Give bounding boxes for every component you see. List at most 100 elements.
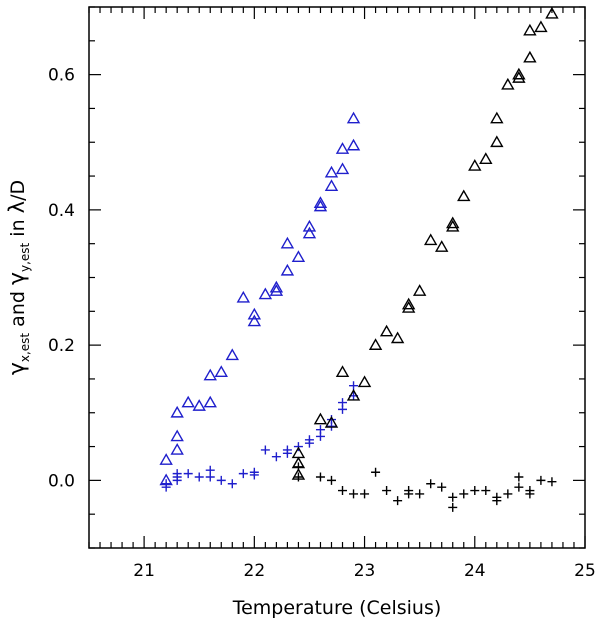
blue-triangles-point [225, 348, 239, 361]
black-crosses-point [349, 489, 359, 499]
blue-triangles-point [170, 443, 184, 455]
black-triangles-point [479, 152, 493, 164]
blue-crosses-point [315, 431, 325, 441]
black-crosses-point [547, 477, 557, 487]
blue-crosses-point [227, 479, 237, 489]
blue-triangles-point [247, 307, 262, 320]
blue-triangles-point [170, 429, 184, 442]
black-triangles-point [313, 412, 328, 425]
blue-triangles-point [313, 196, 328, 208]
black-crosses-point [426, 479, 436, 489]
blue-triangles-point [313, 199, 328, 212]
blue-triangles-point [269, 284, 284, 296]
black-crosses-point [382, 486, 392, 496]
blue-triangles-point [159, 453, 173, 465]
plot-frame [88, 6, 586, 549]
blue-crosses-point [271, 452, 281, 462]
black-triangles-point [490, 111, 504, 124]
black-crosses-point [326, 475, 336, 485]
blue-triangles-point [280, 263, 295, 276]
black-triangles-point [523, 23, 537, 36]
blue-crosses-point [304, 435, 314, 445]
black-crosses-point [448, 502, 458, 512]
black-crosses-point [293, 462, 303, 472]
blue-triangles-point [346, 111, 361, 124]
blue-triangles-point [280, 236, 295, 249]
black-crosses-point [338, 486, 348, 496]
blue-triangles-point [324, 179, 339, 192]
plot-area [88, 6, 586, 549]
data-markers [159, 6, 559, 512]
blue-crosses-point [205, 472, 215, 482]
x-tick-label: 23 [354, 561, 376, 581]
black-crosses-point [492, 496, 502, 506]
blue-crosses-point [238, 469, 248, 479]
black-crosses-point [514, 482, 524, 492]
blue-crosses-point [326, 421, 336, 431]
black-triangles-point [446, 219, 460, 232]
black-crosses-point [360, 489, 370, 499]
black-crosses-point [525, 489, 535, 499]
blue-triangles-point [203, 395, 217, 408]
x-axis-label: Temperature (Celsius) [232, 597, 442, 619]
blue-crosses-point [172, 472, 182, 482]
y-label-sub-2: y,est [18, 242, 32, 272]
blue-crosses-point [194, 472, 204, 482]
black-triangles-point [435, 240, 449, 252]
black-crosses-point [536, 475, 546, 485]
x-tick-label: 24 [464, 561, 486, 581]
blue-crosses-point [260, 445, 270, 455]
y-label-in: in [7, 213, 29, 242]
blue-triangles-point [335, 162, 350, 175]
y-tick-label: 0.4 [48, 201, 75, 221]
black-crosses-point [481, 486, 491, 496]
y-tick-label: 0.6 [48, 66, 75, 86]
axis-ticks [88, 6, 586, 549]
blue-triangles-point [269, 280, 284, 293]
series-black-crosses [293, 462, 557, 512]
black-triangles-point [401, 301, 416, 313]
blue-triangles-point [247, 314, 262, 327]
y-label-d: /D [7, 180, 29, 201]
black-crosses-point [293, 472, 303, 482]
black-triangles-point [545, 6, 559, 19]
blue-crosses-point [249, 470, 259, 480]
black-crosses-point [448, 492, 458, 502]
black-triangles-point [512, 71, 526, 83]
y-label-lambda: λ [5, 201, 29, 213]
blue-crosses-point [183, 469, 193, 479]
black-triangles-point [357, 375, 372, 388]
black-triangles-point [512, 67, 526, 80]
blue-triangles-point [291, 250, 306, 263]
tick-labels: 21 22 23 24 25 0.0 0.2 0.4 0.6 [48, 66, 596, 581]
blue-triangles-point [335, 142, 350, 154]
black-crosses-point [393, 496, 403, 506]
black-triangles-point [401, 297, 416, 310]
x-tick-label: 21 [133, 561, 155, 581]
black-triangles-point [457, 189, 471, 202]
y-label-and: and [7, 285, 29, 333]
x-tick-label: 22 [244, 561, 266, 581]
black-triangles-point [412, 284, 427, 296]
black-triangles-point [490, 135, 504, 148]
black-triangles-point [501, 77, 515, 90]
blue-triangles-point [203, 368, 217, 381]
blue-triangles-point [258, 287, 273, 300]
black-crosses-point [415, 489, 425, 499]
x-tick-label: 25 [574, 561, 596, 581]
y-label-gamma-2: γ [5, 272, 30, 285]
black-crosses-point [503, 489, 513, 499]
blue-crosses-point [338, 404, 348, 414]
blue-triangles-point [302, 219, 317, 232]
black-crosses-point [371, 467, 381, 477]
blue-triangles-point [346, 138, 361, 151]
blue-triangles-point [302, 226, 317, 239]
black-triangles-point [423, 233, 438, 246]
black-triangles-point [335, 365, 350, 377]
black-crosses-point [514, 472, 524, 482]
black-crosses-point [437, 482, 447, 492]
black-triangles-point [379, 324, 394, 337]
black-triangles-point [534, 20, 548, 33]
series-black-triangles [291, 6, 559, 480]
